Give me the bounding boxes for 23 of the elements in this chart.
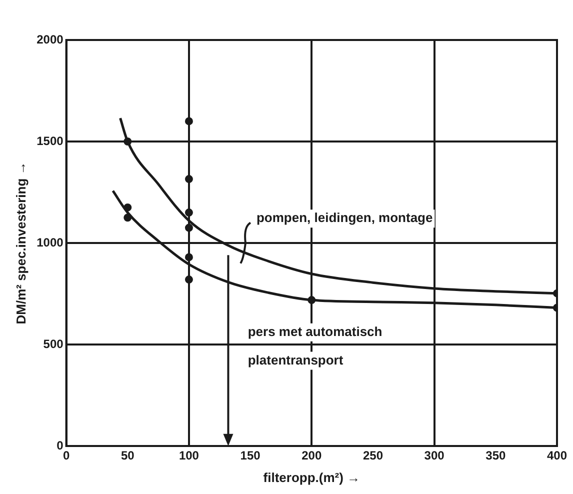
- x-axis-title: filteropp.(m²) →: [263, 470, 360, 485]
- annotation: pers met automatisch platentransport: [248, 324, 382, 368]
- annotation: pompen, leidingen, montage: [256, 210, 433, 226]
- y-tick-label: 1000: [36, 235, 64, 250]
- point: [184, 276, 193, 284]
- y-tick-label: 500: [43, 336, 64, 351]
- x-tick-label: 350: [486, 448, 506, 463]
- x-tick-label: 200: [302, 448, 322, 463]
- point: [184, 175, 193, 184]
- point: [184, 224, 193, 232]
- x-tick-label: 50: [120, 448, 135, 463]
- x-tick-label: 250: [362, 448, 384, 463]
- x-tick-label: 400: [546, 448, 568, 463]
- y-tick-label: 1500: [36, 134, 64, 148]
- y-tick-label: 2000: [36, 32, 64, 46]
- point: [184, 208, 193, 217]
- y-tick-label: 0: [56, 438, 64, 452]
- point: [184, 117, 193, 126]
- y-axis-title: DM/m² spec.investering →: [13, 162, 28, 324]
- x-tick-label: 100: [178, 448, 200, 463]
- x-tick-label: 300: [424, 448, 445, 463]
- point: [184, 253, 193, 262]
- x-tick-label: 150: [240, 448, 261, 463]
